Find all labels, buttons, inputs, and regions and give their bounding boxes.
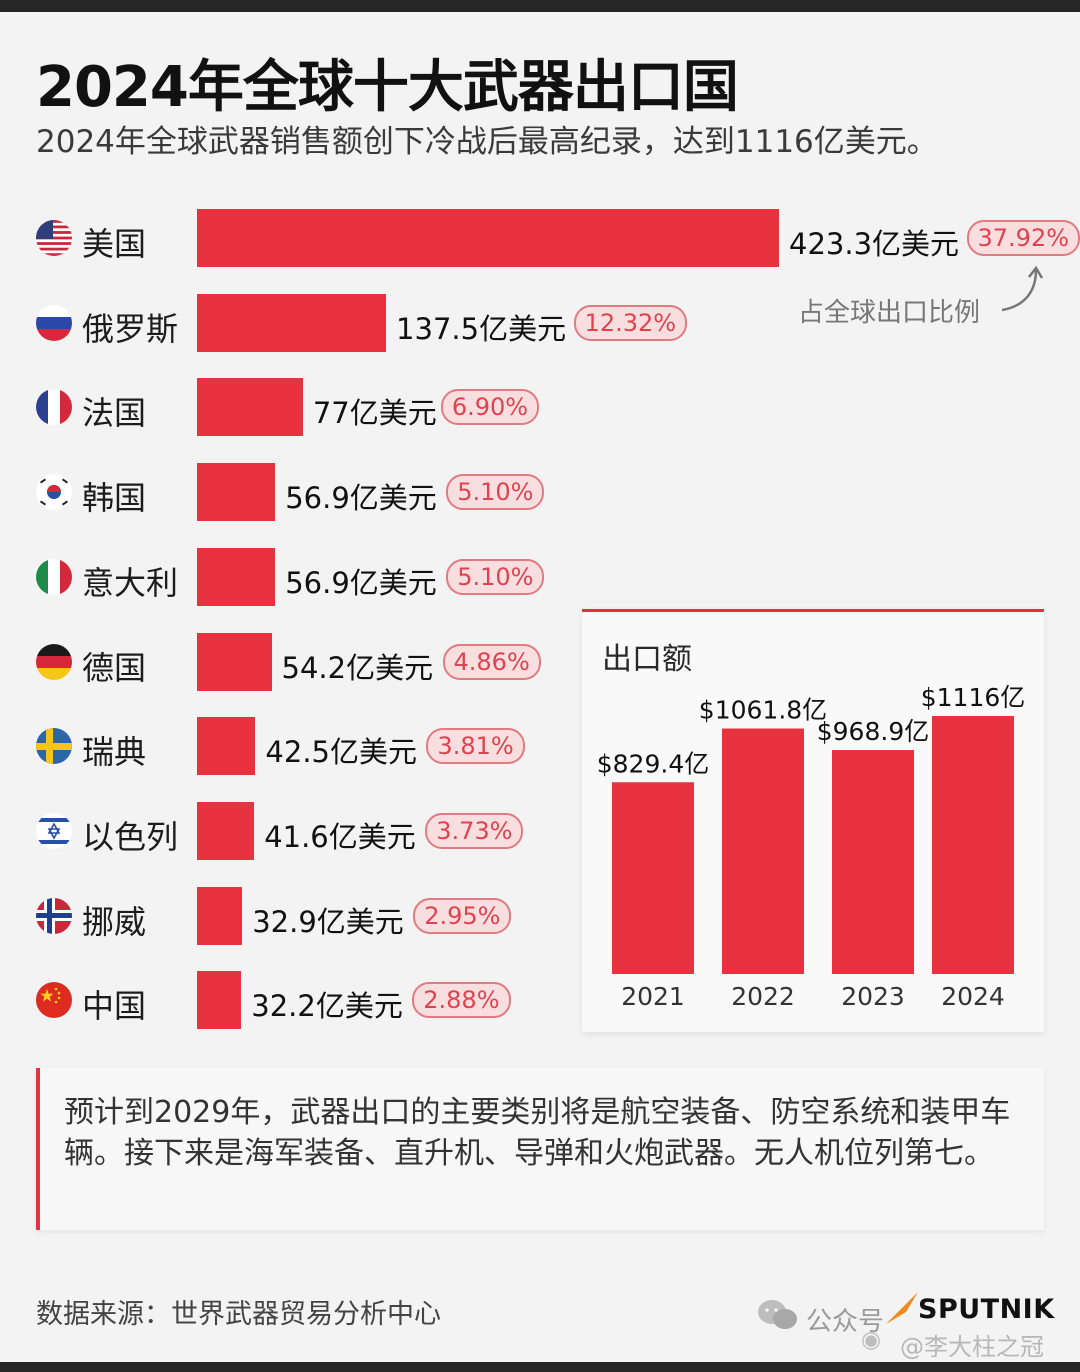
panel-title: 出口额 <box>602 642 692 677</box>
export-value-label: 32.2亿美元 <box>251 989 403 1024</box>
share-badge: 2.88% <box>412 982 511 1019</box>
country-label: 瑞典 <box>82 733 147 772</box>
france-flag-icon <box>36 389 72 426</box>
export-value-label: 423.3亿美元 <box>789 227 960 261</box>
year-bar <box>932 716 1014 974</box>
export-value-label: 54.2亿美元 <box>281 650 434 685</box>
yearly-exports-panel: $829.4亿 2021 $1061.8亿 2022 $968.9亿 2023 $1116亿… <box>582 609 1044 1032</box>
export-value-label: 42.5亿美元 <box>265 735 417 770</box>
year-bar <box>612 782 694 974</box>
export-bar <box>197 801 255 860</box>
share-badge: 3.73% <box>425 812 524 849</box>
norway-flag-icon <box>36 897 72 934</box>
forecast-note: 预计到2029年，武器出口的主要类别将是航空装备、防空系统和装甲车辆。接下来是海… <box>36 1068 1044 1230</box>
export-bar <box>197 632 272 691</box>
country-label: 中国 <box>82 987 147 1026</box>
country-label: 意大利 <box>82 563 179 602</box>
country-label: 韩国 <box>82 479 147 518</box>
top-edge <box>0 0 1080 12</box>
export-bar <box>197 886 243 945</box>
export-bar <box>197 209 779 267</box>
year-value-label: $1116亿 <box>921 683 1026 712</box>
export-value-label: 41.6亿美元 <box>264 819 416 854</box>
year-tick-label: 2023 <box>841 982 905 1011</box>
country-label: 美国 <box>82 225 147 263</box>
year-value-label: $1061.8亿 <box>699 696 827 725</box>
export-bar <box>197 378 303 437</box>
year-value-label: $968.9亿 <box>817 717 929 746</box>
weibo-icon: ◉ <box>861 1327 882 1353</box>
sputnik-logo-icon <box>886 1292 918 1324</box>
year-value-label: $829.4亿 <box>597 749 709 778</box>
country-label: 挪威 <box>82 902 147 941</box>
wechat-icon <box>758 1300 797 1329</box>
curved-arrow-icon <box>1001 265 1044 312</box>
country-label: 以色列 <box>82 817 179 856</box>
export-value-label: 56.9亿美元 <box>285 481 437 516</box>
korea-flag-icon <box>36 474 72 511</box>
share-badge: 12.32% <box>573 304 688 341</box>
export-value-label: 77亿美元 <box>312 396 437 431</box>
brand-logo: SPUTNIK <box>918 1294 1055 1325</box>
export-value-label: 32.9亿美元 <box>252 904 404 939</box>
year-bar <box>832 750 914 974</box>
italy-flag-icon <box>36 558 72 595</box>
forecast-text: 预计到2029年，武器出口的主要类别将是航空装备、防空系统和装甲车辆。接下来是海… <box>64 1095 1011 1171</box>
export-bar <box>197 971 242 1030</box>
page-subtitle: 2024年全球武器销售额创下冷战后最高纪录，达到1116亿美元。 <box>36 124 938 160</box>
us-flag-icon <box>36 220 72 256</box>
export-bar <box>197 717 256 776</box>
year-bar <box>722 728 804 974</box>
weibo-watermark: @李大柱之冠 <box>900 1333 1044 1361</box>
germany-flag-icon <box>36 643 72 680</box>
country-label: 德国 <box>82 648 147 687</box>
year-tick-label: 2024 <box>941 982 1005 1011</box>
export-bar <box>197 293 387 352</box>
country-label: 俄罗斯 <box>82 309 179 348</box>
export-bar <box>197 463 276 522</box>
year-tick-label: 2021 <box>621 982 685 1011</box>
share-badge: 2.95% <box>413 897 512 934</box>
export-bar <box>197 547 276 606</box>
wechat-label: 公众号 <box>806 1307 885 1337</box>
bottom-edge <box>0 1362 1080 1372</box>
share-note: 占全球出口比例 <box>798 298 981 328</box>
share-badge: 5.10% <box>446 474 545 511</box>
export-value-label: 56.9亿美元 <box>285 565 437 600</box>
share-badge: 3.81% <box>426 728 525 765</box>
year-tick-label: 2022 <box>731 982 795 1011</box>
china-flag-icon <box>36 982 72 1019</box>
page-title: 2024年全球十大武器出口国 <box>36 55 739 120</box>
share-badge: 4.86% <box>442 643 541 680</box>
share-badge: 6.90% <box>440 389 540 426</box>
country-label: 法国 <box>82 394 147 433</box>
russia-flag-icon <box>36 304 72 341</box>
share-badge: 5.10% <box>446 558 545 595</box>
export-value-label: 137.5亿美元 <box>396 311 567 346</box>
share-badge: 37.92% <box>966 220 1080 256</box>
yearly-exports-chart: $829.4亿 2021 $1061.8亿 2022 $968.9亿 2023 $1116亿… <box>597 683 1026 1011</box>
sweden-flag-icon <box>36 728 72 765</box>
data-source: 数据来源：世界武器贸易分析中心 <box>36 1299 441 1330</box>
israel-flag-icon <box>36 812 72 849</box>
